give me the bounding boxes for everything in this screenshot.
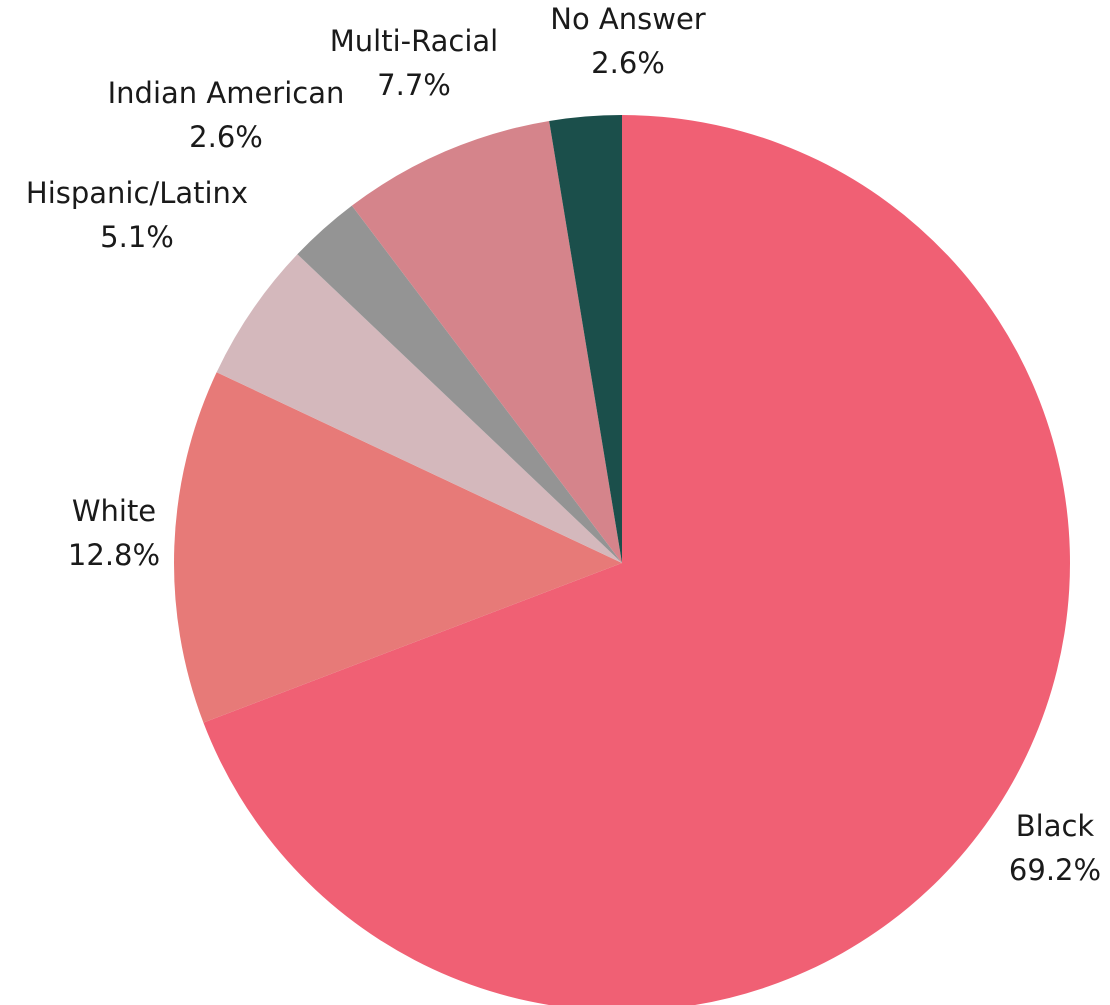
slice-percent: 2.6% bbox=[189, 120, 263, 154]
pie-slice-hispanic-latinx bbox=[216, 254, 622, 563]
pie-slices bbox=[174, 115, 1070, 1005]
slice-percent: 69.2% bbox=[1009, 853, 1101, 887]
slice-label-no-answer: No Answer 2.6% bbox=[550, 2, 706, 80]
slice-percent: 7.7% bbox=[377, 68, 451, 102]
slice-name: Multi-Racial bbox=[330, 24, 498, 58]
slice-label-black: Black 69.2% bbox=[1009, 809, 1101, 887]
slice-name: Indian American bbox=[108, 76, 345, 110]
pie-slice-white bbox=[174, 372, 622, 723]
slice-label-white: White 12.8% bbox=[68, 494, 160, 572]
slice-name: White bbox=[72, 494, 156, 528]
pie-slice-indian-american bbox=[297, 205, 622, 563]
slice-label-hispanic-latinx: Hispanic/Latinx 5.1% bbox=[26, 176, 248, 254]
slice-label-multi-racial: Multi-Racial 7.7% bbox=[330, 24, 498, 102]
slice-name: Black bbox=[1016, 809, 1095, 843]
slice-percent: 2.6% bbox=[591, 46, 665, 80]
slice-label-indian-american: Indian American 2.6% bbox=[108, 76, 345, 154]
slice-percent: 12.8% bbox=[68, 538, 160, 572]
pie-slice-black bbox=[203, 115, 1070, 1005]
pie-slice-multi-racial bbox=[351, 120, 622, 564]
slice-name: Hispanic/Latinx bbox=[26, 176, 248, 210]
pie-labels: Black 69.2% White 12.8% Hispanic/Latinx 5.1% I… bbox=[26, 2, 1101, 887]
pie-slice-no-answer bbox=[549, 115, 622, 563]
slice-name: No Answer bbox=[550, 2, 706, 36]
slice-percent: 5.1% bbox=[100, 220, 174, 254]
